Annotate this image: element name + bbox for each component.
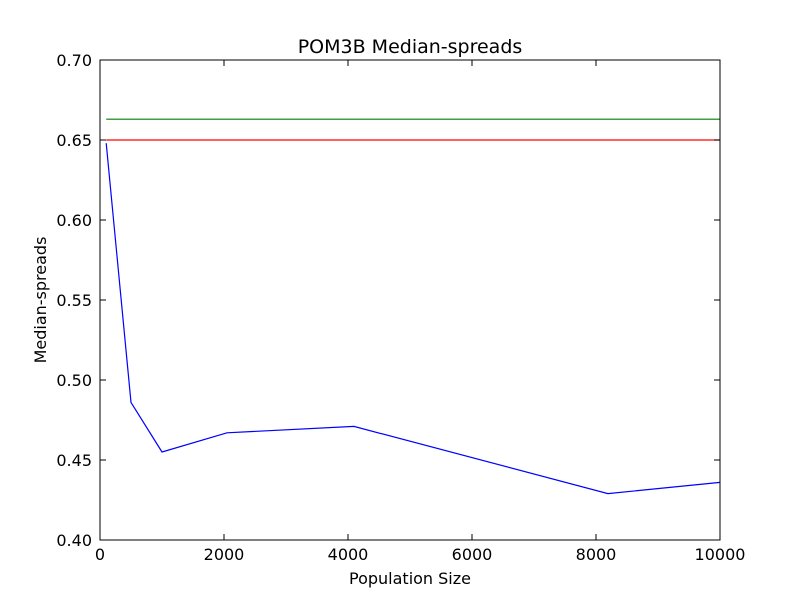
y-tick-label: 0.65 <box>56 131 92 150</box>
chart-title: POM3B Median-spreads <box>298 36 523 58</box>
y-axis-label: Median-spreads <box>31 237 50 364</box>
ticks-layer: 0 2000 4000 6000 8000 10000 0.40 0.45 0.50 0.55 0.… <box>56 51 745 564</box>
y-tick-label: 0.40 <box>56 531 92 550</box>
plot-frame <box>99 59 721 541</box>
x-tick-label: 4000 <box>328 545 369 564</box>
x-tick-label: 2000 <box>204 545 245 564</box>
y-tick-label: 0.45 <box>56 451 92 470</box>
series-layer <box>105 118 721 495</box>
y-tick-label: 0.50 <box>56 371 92 390</box>
x-tick-label: 6000 <box>452 545 493 564</box>
y-tick-label: 0.55 <box>56 291 92 310</box>
x-tick-label: 8000 <box>576 545 617 564</box>
y-tick-label: 0.70 <box>56 51 92 70</box>
x-tick-label: 10000 <box>695 545 746 564</box>
x-tick-label: 0 <box>95 545 105 564</box>
series-line-1 <box>105 143 721 495</box>
x-axis-label: Population Size <box>349 569 471 588</box>
y-tick-label: 0.60 <box>56 211 92 230</box>
